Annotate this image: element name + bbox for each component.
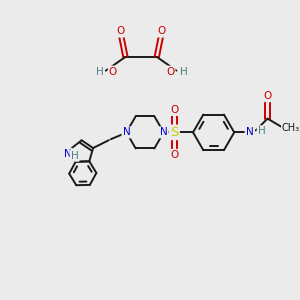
Text: S: S [170, 126, 178, 139]
Text: CH₃: CH₃ [282, 123, 300, 134]
Text: O: O [166, 67, 174, 76]
Text: N: N [246, 128, 254, 137]
Text: N: N [160, 128, 167, 137]
Text: H: H [180, 67, 188, 76]
Text: H: H [258, 126, 266, 136]
Text: H: H [71, 151, 79, 161]
Text: O: O [263, 91, 272, 101]
Text: N: N [64, 149, 72, 159]
Text: O: O [109, 67, 117, 76]
Text: H: H [96, 67, 104, 76]
Text: O: O [170, 105, 178, 115]
Text: O: O [170, 150, 178, 160]
Text: N: N [122, 128, 130, 137]
Text: O: O [116, 26, 125, 36]
Text: O: O [158, 26, 166, 36]
